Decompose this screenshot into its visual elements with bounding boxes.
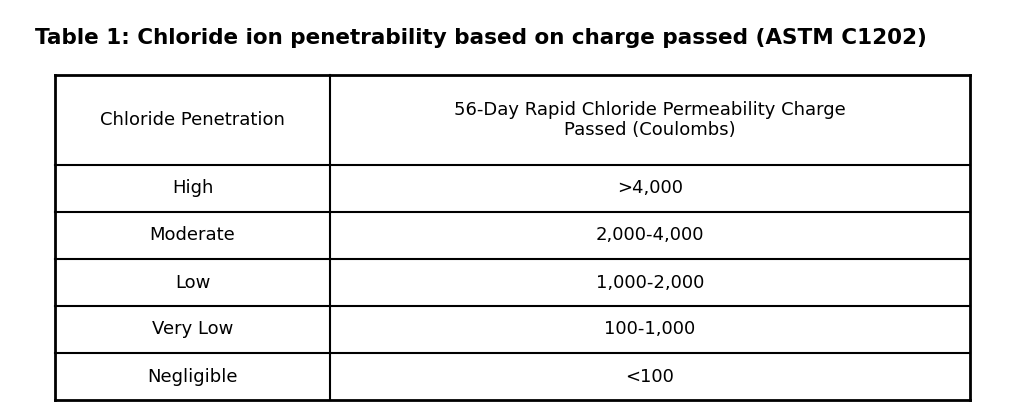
Text: <100: <100 xyxy=(626,367,675,385)
Text: 100-1,000: 100-1,000 xyxy=(604,321,695,339)
Text: Very Low: Very Low xyxy=(152,321,233,339)
Text: 1,000-2,000: 1,000-2,000 xyxy=(596,273,705,291)
Text: Table 1: Chloride ion penetrability based on charge passed (ASTM C1202): Table 1: Chloride ion penetrability base… xyxy=(35,28,927,48)
Text: >4,000: >4,000 xyxy=(617,179,683,197)
Text: Negligible: Negligible xyxy=(147,367,238,385)
Text: Low: Low xyxy=(175,273,210,291)
Text: 2,000-4,000: 2,000-4,000 xyxy=(596,227,705,245)
Text: Chloride Penetration: Chloride Penetration xyxy=(100,111,285,129)
Text: High: High xyxy=(172,179,213,197)
Text: 56-Day Rapid Chloride Permeability Charge
Passed (Coulombs): 56-Day Rapid Chloride Permeability Charg… xyxy=(454,101,846,139)
Text: Moderate: Moderate xyxy=(150,227,236,245)
